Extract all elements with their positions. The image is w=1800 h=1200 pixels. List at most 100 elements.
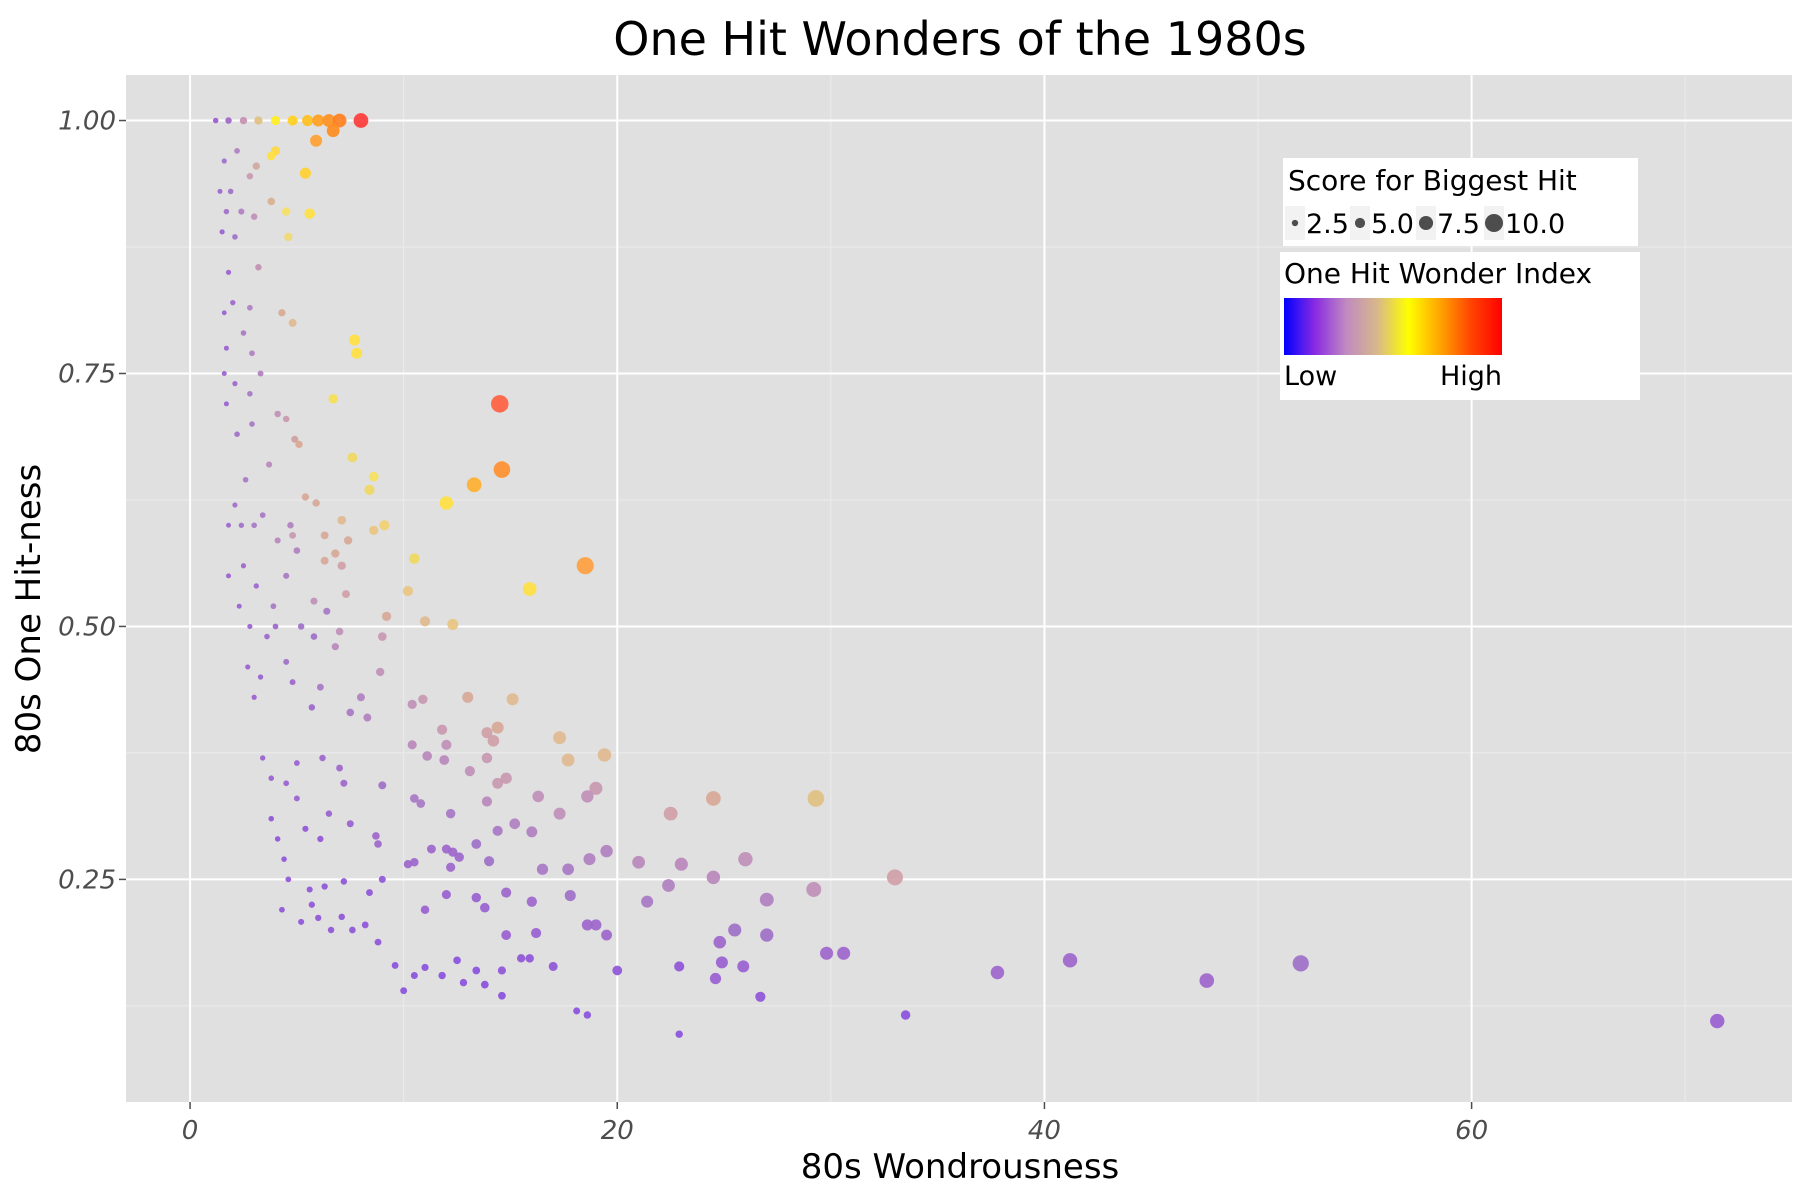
data-point xyxy=(368,471,379,482)
data-point xyxy=(493,461,511,478)
data-point xyxy=(310,597,318,605)
data-point xyxy=(266,151,276,161)
data-point xyxy=(221,310,227,316)
data-point xyxy=(349,334,361,346)
data-point xyxy=(410,972,418,980)
data-point xyxy=(295,440,303,449)
data-point xyxy=(326,124,340,138)
data-point xyxy=(226,522,232,528)
data-point xyxy=(374,840,382,848)
data-point xyxy=(257,370,264,377)
data-point xyxy=(308,901,315,908)
data-point xyxy=(221,370,227,376)
data-point xyxy=(589,781,603,795)
data-point xyxy=(990,965,1005,980)
x-tick-label: 60 xyxy=(1455,1116,1488,1146)
data-point xyxy=(293,760,300,766)
data-point xyxy=(506,693,519,706)
data-point xyxy=(1199,973,1215,988)
data-point xyxy=(448,847,458,857)
data-point xyxy=(705,791,721,806)
data-point xyxy=(674,857,688,871)
data-point xyxy=(553,731,567,745)
data-point xyxy=(347,452,358,463)
data-point xyxy=(481,796,493,807)
data-point xyxy=(462,691,474,703)
data-point xyxy=(516,954,526,963)
data-point xyxy=(212,117,219,124)
data-point xyxy=(342,590,350,599)
data-point xyxy=(728,923,742,937)
data-point xyxy=(464,766,475,777)
data-point xyxy=(315,914,322,921)
data-point xyxy=(281,856,287,862)
data-point xyxy=(583,853,596,866)
data-point xyxy=(441,739,452,750)
data-point xyxy=(234,148,240,154)
data-point xyxy=(612,965,623,976)
data-point xyxy=(340,779,348,787)
data-point xyxy=(738,851,753,867)
data-point xyxy=(446,862,456,872)
data-point xyxy=(1710,1013,1725,1029)
data-point xyxy=(232,381,238,387)
data-point xyxy=(323,607,331,615)
data-point xyxy=(278,309,286,317)
data-point xyxy=(713,935,727,949)
data-point xyxy=(407,699,417,709)
data-point xyxy=(409,553,420,564)
data-point xyxy=(301,493,310,501)
data-point xyxy=(260,755,266,761)
data-point xyxy=(312,499,320,507)
data-point xyxy=(247,304,253,311)
data-point xyxy=(328,394,338,404)
data-point xyxy=(274,410,281,418)
data-point xyxy=(249,350,255,357)
color-legend-title: One Hit Wonder Index xyxy=(1284,257,1592,290)
data-point xyxy=(236,603,242,609)
data-point xyxy=(900,1010,911,1020)
data-point xyxy=(338,913,345,921)
data-point xyxy=(1062,953,1078,968)
data-point xyxy=(302,825,309,832)
data-point xyxy=(403,860,413,869)
data-point xyxy=(293,547,301,554)
size-key-label: 7.5 xyxy=(1437,209,1480,240)
data-point xyxy=(706,870,721,885)
data-point xyxy=(346,820,354,828)
data-point xyxy=(497,966,506,975)
data-point xyxy=(484,856,495,867)
data-point xyxy=(304,208,315,219)
data-point xyxy=(553,807,566,820)
data-point xyxy=(361,921,369,929)
data-point xyxy=(322,114,336,127)
data-point xyxy=(343,536,353,545)
data-point xyxy=(1292,955,1309,972)
color-gradient-bar xyxy=(1284,298,1502,355)
data-point xyxy=(491,721,504,734)
data-point xyxy=(366,889,373,896)
data-point xyxy=(317,835,324,843)
data-point xyxy=(266,461,273,468)
x-tick-label: 20 xyxy=(601,1116,634,1146)
data-point xyxy=(325,810,333,817)
data-point xyxy=(459,978,468,987)
data-point xyxy=(418,694,428,705)
data-point xyxy=(353,113,369,128)
data-point xyxy=(675,1030,683,1038)
data-point xyxy=(419,616,431,627)
data-point xyxy=(492,825,503,836)
data-point xyxy=(590,919,602,931)
data-point xyxy=(500,772,512,784)
data-point xyxy=(250,213,258,220)
data-point xyxy=(291,435,299,443)
data-point xyxy=(302,114,314,127)
data-point xyxy=(760,928,774,942)
data-point xyxy=(239,116,248,125)
data-point xyxy=(641,895,654,908)
data-point xyxy=(378,875,386,883)
data-point xyxy=(226,573,232,579)
data-point xyxy=(232,502,238,508)
data-point xyxy=(232,234,238,240)
data-point xyxy=(526,826,538,838)
